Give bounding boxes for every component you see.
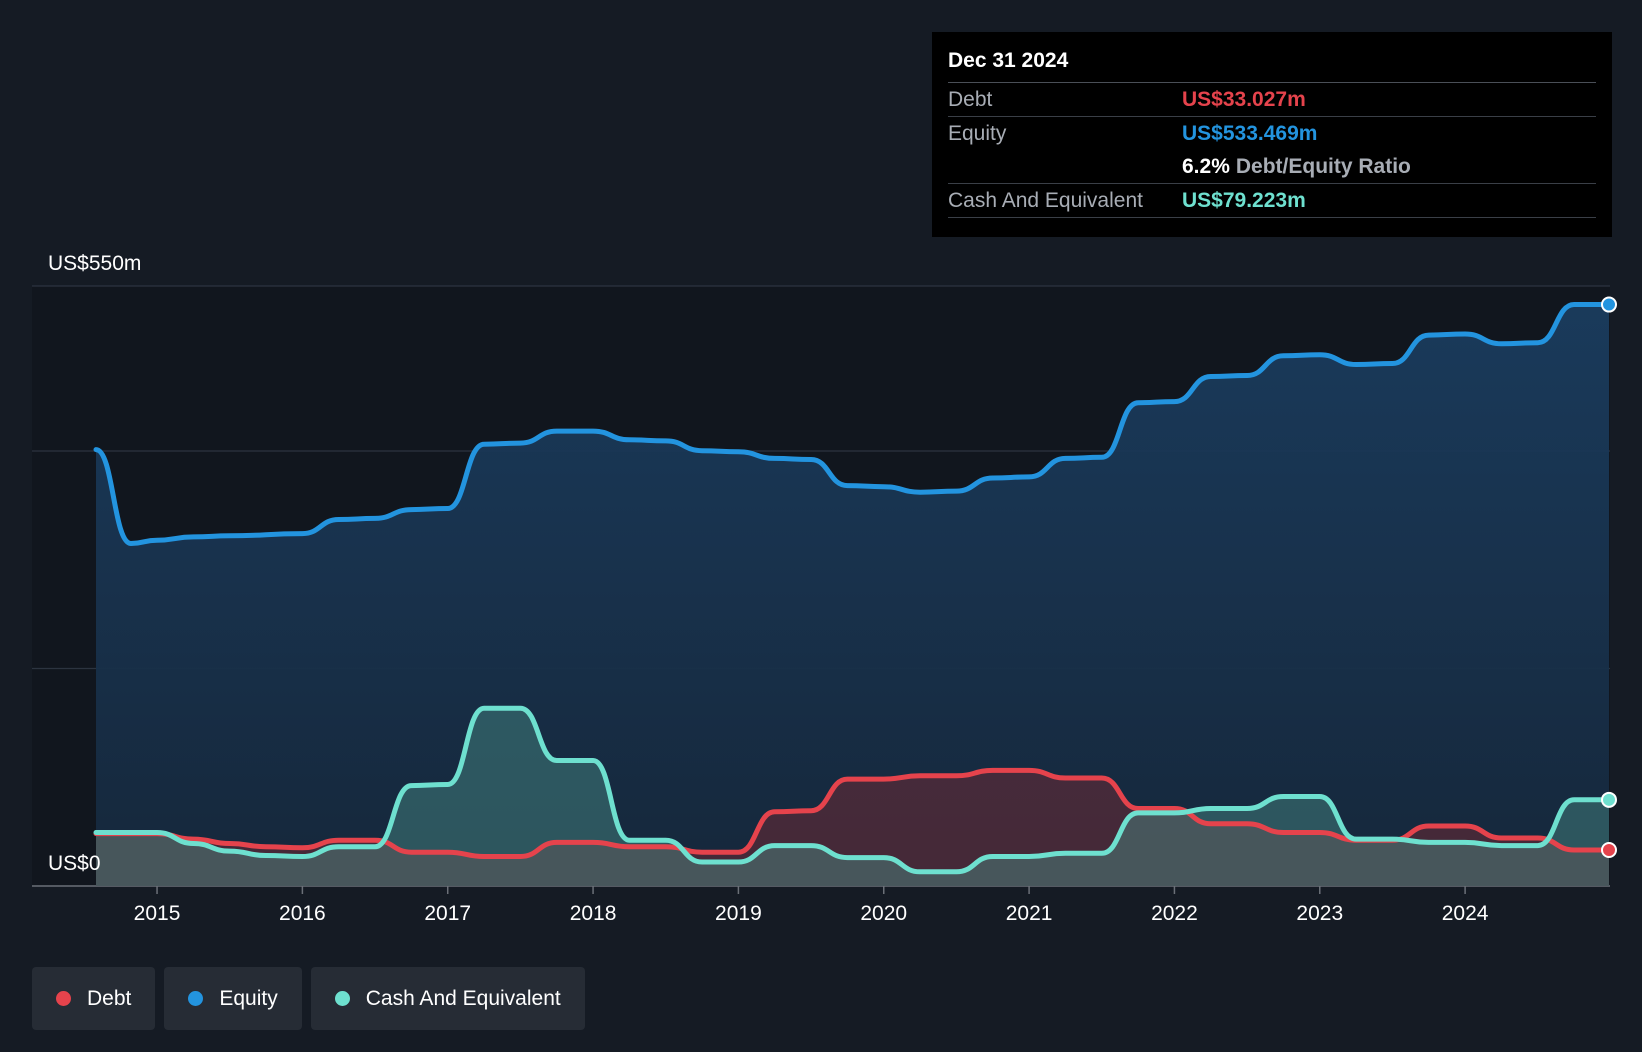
x-tick-label: 2019 [715, 902, 762, 925]
cash-and-equivalent-area [96, 708, 1609, 886]
legend-dot-debt [56, 991, 71, 1006]
x-tick-label: 2017 [424, 902, 471, 925]
legend-label-debt: Debt [87, 986, 132, 1010]
equity-area [96, 304, 1609, 886]
tooltip-ratio-label: Debt/Equity Ratio [1235, 155, 1411, 178]
tooltip-cash-row: Cash And Equivalent US$79.223m [948, 184, 1596, 218]
legend-dot-cash [334, 991, 350, 1006]
legend-dot-equity [188, 991, 204, 1006]
tooltip-ratio-value: 6.2% [1182, 155, 1230, 178]
x-tick-label: 2023 [1296, 902, 1343, 925]
legend-label-cash: Cash And Equivalent [365, 986, 561, 1010]
x-tick-label: 2020 [860, 902, 907, 925]
tooltip-equity-row: Equity US$533.469m [948, 117, 1596, 150]
debt-endpoint [1601, 842, 1617, 858]
tooltip-panel: Dec 31 2024 Debt US$33.027m Equity US$53… [932, 32, 1612, 237]
tooltip-equity-label: Equity [948, 122, 1007, 145]
tooltip-cash-value: US$79.223m [1182, 189, 1306, 212]
tooltip-cash-label: Cash And Equivalent [948, 189, 1143, 212]
x-tick-label: 2024 [1442, 902, 1489, 925]
x-tick-label: 2018 [570, 902, 617, 925]
equity-endpoint [1601, 296, 1617, 313]
tooltip-equity-value: US$533.469m [1182, 122, 1318, 145]
tooltip-date: Dec 31 2024 [948, 46, 1596, 83]
legend-item-equity[interactable]: Equity [164, 967, 302, 1030]
x-tick-label: 2015 [134, 902, 181, 925]
legend-item-debt[interactable]: Debt [32, 967, 156, 1030]
tooltip-debt-row: Debt US$33.027m [948, 83, 1596, 117]
legend-item-cash[interactable]: Cash And Equivalent [310, 967, 585, 1030]
x-tick-label: 2021 [1006, 902, 1053, 925]
cash-and-equivalent-endpoint [1601, 791, 1617, 808]
cash-and-equivalent-line [93, 705, 1612, 875]
y-axis-bottom-label: US$0 [48, 852, 101, 875]
tooltip-ratio-row: 6.2% Debt/Equity Ratio [948, 150, 1596, 184]
chart-legend: Debt Equity Cash And Equivalent [32, 967, 585, 1030]
tooltip-debt-value: US$33.027m [1182, 88, 1306, 111]
y-axis-top-label: US$550m [48, 252, 141, 275]
legend-label-equity: Equity [219, 986, 278, 1010]
equity-line [93, 302, 1612, 546]
x-tick-label: 2016 [279, 902, 326, 925]
tooltip-debt-label: Debt [948, 88, 993, 111]
x-tick-label: 2022 [1151, 902, 1198, 925]
